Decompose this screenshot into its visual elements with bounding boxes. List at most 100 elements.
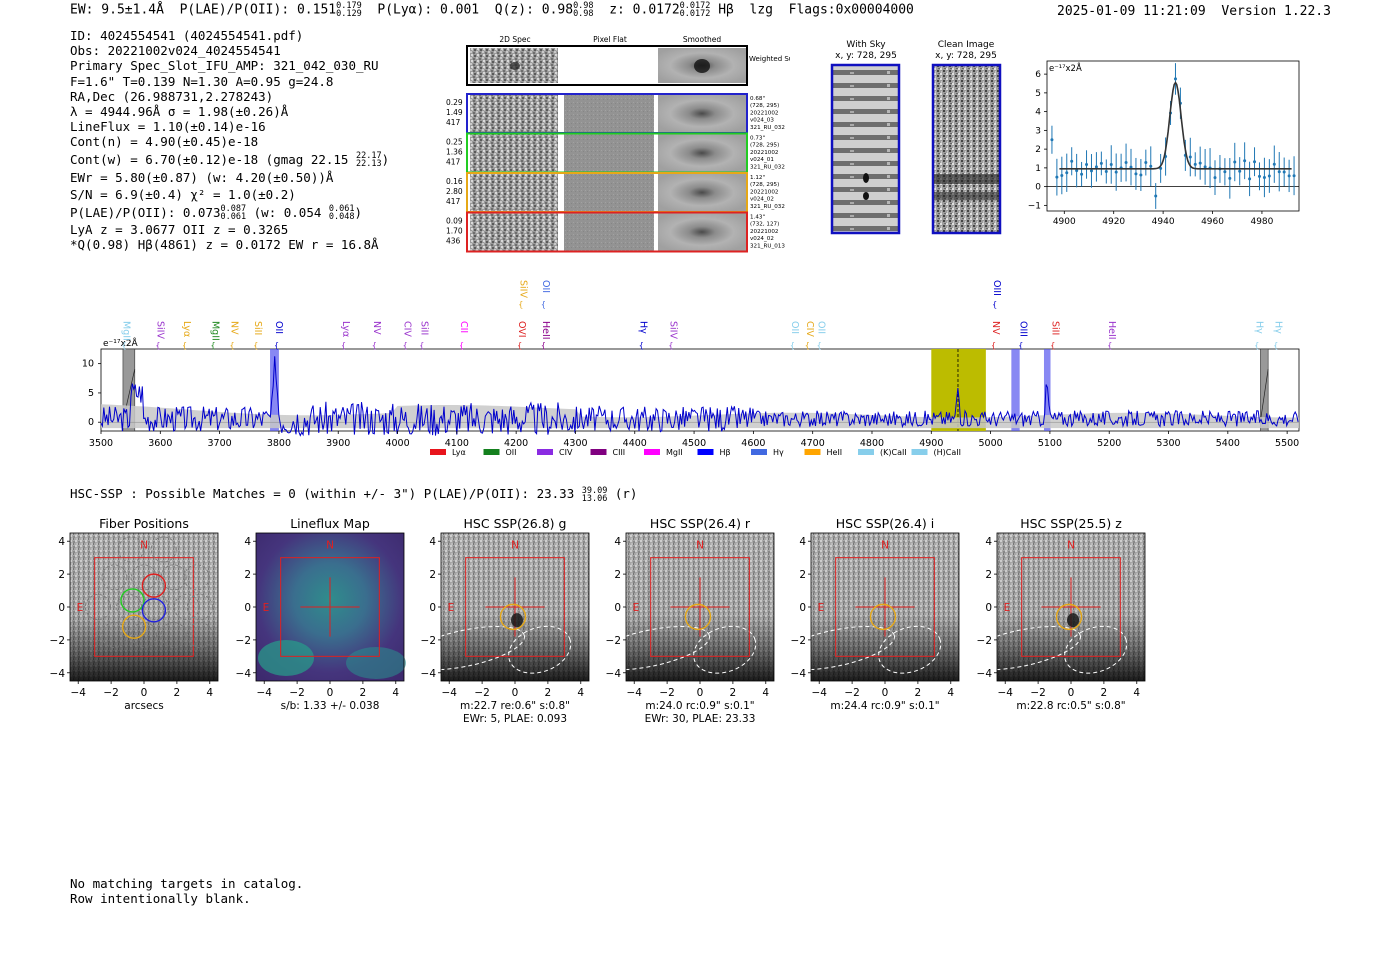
hsc-summary-text: HSC-SSP : Possible Matches = 0 (within +… <box>70 486 575 501</box>
panel-ytick: −4 <box>791 668 807 680</box>
panel-xtick: −4 <box>811 687 827 699</box>
fiber-row-meta: 0.73" <box>750 136 765 142</box>
spectrum-xtick: 5000 <box>979 438 1003 449</box>
plya-value: P(Lyα): 0.001 <box>377 2 480 18</box>
line-bracket: { <box>790 341 795 350</box>
spectrum-xtick: 4500 <box>682 438 706 449</box>
legend-swatch <box>483 449 500 455</box>
line-bracket: { <box>1273 341 1278 350</box>
fit-data-point <box>1114 170 1118 174</box>
legend-swatch <box>537 449 553 455</box>
spectrum-line <box>100 356 1299 437</box>
with-sky-image <box>830 63 901 235</box>
fiber-row-meta: 20221002 <box>750 229 778 235</box>
line-bracket: { <box>229 341 234 350</box>
fit-data-point <box>1193 162 1197 166</box>
z-value: z: 0.0172 <box>609 2 680 18</box>
line-bracket: { <box>668 341 673 350</box>
aperture-box <box>650 557 750 657</box>
fiber-orange <box>121 614 147 639</box>
panel-title: HSC SSP(26.4) r <box>650 516 751 531</box>
north-marker: N <box>326 540 334 552</box>
line-label: HeII <box>540 321 551 340</box>
line-label: OII <box>816 321 827 334</box>
fiber-row-sn: 2.80 <box>446 187 463 196</box>
line-bracket: { <box>1107 341 1112 350</box>
north-marker: N <box>140 540 148 552</box>
fiber-row-amp: 417 <box>446 158 461 167</box>
fit-xtick: 4900 <box>1053 217 1076 227</box>
cutout-svg: 2D Spec Pixel Flat Smoothed Weighted Sum… <box>446 35 800 253</box>
panel-xtick: 2 <box>174 687 181 699</box>
fit-data-point <box>1228 176 1232 180</box>
panel-xtick: 2 <box>545 687 552 699</box>
spectrum-xtick: 5400 <box>1216 438 1240 449</box>
spectrum-xtick: 4600 <box>741 438 765 449</box>
fit-xtick: 4960 <box>1201 217 1224 227</box>
line-label: SiIV <box>154 321 165 339</box>
panel-ytick: 0 <box>614 602 621 614</box>
radec-line: RA,Dec (26.988731,2.278243) <box>70 88 274 104</box>
panel-ytick: 4 <box>58 536 65 548</box>
catalog-note-line2: Row intentionally blank. <box>70 891 251 906</box>
east-marker: E <box>818 602 825 614</box>
panel-xtick: −2 <box>103 687 118 699</box>
panel-ytick: 0 <box>799 602 806 614</box>
weighted-sum-row <box>466 45 748 86</box>
fiber-row-meta: v024_02 <box>750 197 774 203</box>
fiber-row-amp: 417 <box>446 118 461 127</box>
line-label: Hγ <box>638 321 649 334</box>
legend-label: OII <box>506 448 517 457</box>
source-aperture <box>684 603 712 631</box>
lzg-flag: lzg <box>749 2 773 18</box>
fit-data-point <box>1243 159 1247 163</box>
panel-ytick: 0 <box>58 602 65 614</box>
panel-ytick: 4 <box>244 536 251 548</box>
panel-xtick: 4 <box>1133 687 1140 699</box>
aperture-box <box>465 557 565 657</box>
imaging-panel-4: HSC SSP(26.4) r N E 4 2 0 −2 −4 −4 −2 0 2 4 m:24.0 rc… <box>591 516 775 725</box>
imaging-panel-2: Lineflux Map N E 4 2 0 −2 −4 −4 −2 0 2 4 s/b: 1.33 +/… <box>236 516 406 712</box>
spectrum-xtick: 4100 <box>445 438 469 449</box>
line-bracket: { <box>155 341 160 350</box>
q-lo: 0.98 <box>573 9 594 19</box>
panel-xtick: 0 <box>882 687 889 699</box>
line-bracket: { <box>541 341 546 350</box>
version: Version 1.22.3 <box>1221 4 1331 19</box>
north-marker: N <box>696 540 704 552</box>
fit-data-point <box>1277 170 1281 174</box>
imaging-svg: Fiber Positions N E 4 2 0 −2 −4 −4 −2 0 2 4 arcsecs Li… <box>50 516 1146 725</box>
east-marker: E <box>77 602 84 614</box>
detection-info: ID: 4024554541 (4024554541.pdf) Obs: 202… <box>70 28 389 252</box>
flags-value: Flags:0x00004000 <box>788 2 914 18</box>
fiber-green <box>120 588 145 613</box>
fit-model-curve <box>1059 81 1292 170</box>
fit-ytick: −1 <box>1028 201 1041 211</box>
col-smoothed: Smoothed <box>683 35 722 44</box>
masked-region <box>122 348 136 432</box>
fit-data-point <box>1213 176 1217 180</box>
fit-ytick: 3 <box>1035 126 1041 136</box>
panel-ytick: 2 <box>985 569 992 581</box>
legend-swatch <box>644 449 660 455</box>
line-label: CIV <box>402 321 413 337</box>
panel-xtick: 2 <box>915 687 922 699</box>
panel-ytick: −2 <box>236 635 251 647</box>
line-label: OIII <box>1017 321 1028 337</box>
line-bracket: { <box>1254 341 1259 350</box>
fit-data-point <box>1104 169 1108 173</box>
panel-ytick: −2 <box>50 635 65 647</box>
with-sky-source-2 <box>863 192 869 200</box>
panel-xtick: −4 <box>626 687 642 699</box>
fit-data-point <box>1055 175 1059 179</box>
line-label: OII <box>789 321 800 334</box>
masked-region <box>1260 348 1269 432</box>
plae-line: P(LAE)/P(OII): 0.0730.087 0.061 (w: 0.054… <box>70 204 363 223</box>
panel-title: HSC SSP(25.5) z <box>1020 516 1122 531</box>
panel-ytick: −4 <box>606 668 622 680</box>
line-bracket: { <box>372 341 377 350</box>
fiber-row-meta: 20221002 <box>750 189 778 195</box>
panel-ytick: 2 <box>614 569 621 581</box>
panel-xtick: −4 <box>441 687 457 699</box>
